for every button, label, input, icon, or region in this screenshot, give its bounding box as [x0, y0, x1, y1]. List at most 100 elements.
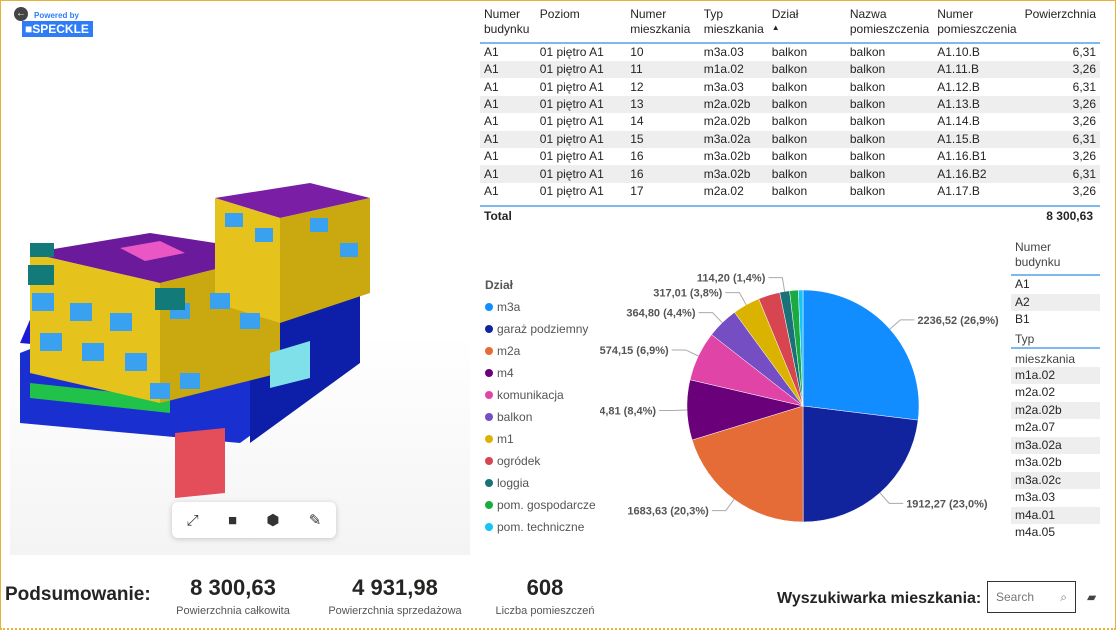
- legend-item[interactable]: m4: [485, 362, 596, 384]
- table-cell: balkon: [849, 114, 886, 129]
- eraser-icon[interactable]: ▰: [1087, 590, 1097, 604]
- table-row[interactable]: A1 01 piętro A1 11 m1a.02 balkon balkon A1.11.…: [480, 61, 1100, 79]
- table-cell: 01 piętro A1: [535, 95, 627, 114]
- data-label: 694,81 (8,4%): [600, 405, 656, 417]
- legend-item[interactable]: balkon: [485, 406, 596, 428]
- data-label: 1683,63 (20,3%): [627, 506, 709, 518]
- table-cell: 3,26: [1020, 61, 1100, 79]
- legend-marker: [485, 501, 493, 509]
- legend-item[interactable]: ogródek: [485, 450, 596, 472]
- legend-item[interactable]: m3a: [485, 296, 596, 318]
- table-row[interactable]: A1 01 piętro A1 15 m3a.02a balkon balkon A1.15…: [480, 130, 1100, 148]
- slicer-item[interactable]: m3a.03: [1015, 490, 1056, 504]
- table-cell: m3a.03: [703, 45, 744, 59]
- table-cell: 11: [626, 61, 700, 79]
- table-row[interactable]: A1 01 piętro A1 16 m3a.02b balkon balkon A1.16…: [480, 148, 1100, 165]
- slicer-item[interactable]: m2a.07: [1015, 420, 1056, 434]
- table-cell: balkon: [771, 183, 808, 198]
- slicer-item[interactable]: m1a.02: [1011, 366, 1100, 384]
- table-cell: A1.13.B: [933, 95, 1021, 114]
- table-cell: A1.17.B: [937, 183, 980, 198]
- table-cell: A1.16.B1: [937, 149, 987, 164]
- data-label: 574,15 (6,9%): [600, 345, 669, 357]
- table-row[interactable]: A1 01 piętro A1 10 m3a.03 balkon balkon A1.10.…: [480, 43, 1100, 61]
- slicer-item[interactable]: B1: [1015, 312, 1030, 326]
- column-header[interactable]: Poziom: [535, 5, 627, 44]
- brush-icon[interactable]: ✎: [308, 512, 322, 529]
- table-row[interactable]: A1 01 piętro A1 12 m3a.03 balkon balkon A1.12.…: [480, 78, 1100, 95]
- legend-label: m1: [497, 432, 514, 446]
- table-cell: A1: [484, 45, 499, 59]
- legend-item[interactable]: m1: [485, 428, 596, 450]
- table-cell: m3a.02b: [699, 165, 768, 183]
- search-placeholder: Search: [996, 590, 1035, 604]
- summary-title: Podsumowanie:: [5, 584, 151, 605]
- table-cell: 13: [626, 95, 700, 114]
- table-row[interactable]: A1 01 piętro A1 16 m3a.02b balkon balkon A1.16…: [480, 165, 1100, 183]
- column-header[interactable]: Nazwa pomieszczenia: [845, 5, 934, 44]
- legend-item[interactable]: garaż podziemny: [485, 318, 596, 340]
- column-header[interactable]: Numer budynku: [480, 5, 536, 44]
- slicer-item[interactable]: m2a.02b: [1011, 401, 1100, 419]
- pie-slice[interactable]: [802, 289, 920, 421]
- total-label: Total: [484, 209, 512, 223]
- legend-label: m4: [497, 366, 514, 380]
- kpi-label: Liczba pomieszczeń: [495, 605, 595, 617]
- slicer-item[interactable]: A2: [1011, 293, 1100, 311]
- table-row[interactable]: A1 01 piętro A1 14 m2a.02b balkon balkon A1.14…: [480, 113, 1100, 130]
- legend-item[interactable]: loggia: [485, 472, 596, 494]
- table-row[interactable]: A1 01 piętro A1 17 m2a.02 balkon balkon A1.17.…: [480, 183, 1100, 200]
- pie-slice[interactable]: [798, 289, 804, 407]
- table-cell: 17: [630, 183, 644, 198]
- slicer-item[interactable]: m4a.05: [1015, 525, 1056, 539]
- expand-icon[interactable]: ⤢: [186, 511, 199, 529]
- type-slicer-title: Typ mieszkania: [1011, 329, 1100, 366]
- legend-label: garaż podziemny: [497, 322, 589, 336]
- table-row[interactable]: A1 01 piętro A1 13 m2a.02b balkon balkon A1.13…: [480, 95, 1100, 114]
- search-input[interactable]: Search ⌕: [987, 581, 1076, 613]
- slicer-item[interactable]: m3a.02c: [1011, 471, 1100, 489]
- legend-marker: [485, 303, 493, 311]
- legend-item[interactable]: komunikacja: [485, 384, 596, 406]
- slicer-item[interactable]: m3a.02a: [1011, 436, 1100, 454]
- table-cell: balkon: [849, 79, 886, 94]
- table-cell: balkon: [845, 130, 934, 148]
- leader-line: [698, 312, 723, 324]
- pie-chart[interactable]: 2236,52 (26,9%) 1912,27 (23,0%) 1683,63 (2…: [600, 260, 1000, 530]
- column-header[interactable]: Powierzchnia: [1020, 5, 1100, 44]
- legend-marker: [485, 347, 493, 355]
- table-cell: 12: [630, 79, 644, 94]
- building-slicer: Numer budynku A1 A2 B1 Typ mieszkania m1a.…: [1011, 240, 1100, 542]
- slicer-item[interactable]: m3a.02b: [1015, 455, 1062, 469]
- column-header[interactable]: Numer pomieszczenia: [933, 5, 1021, 44]
- legend-item[interactable]: m2a: [485, 340, 596, 362]
- leader-line: [889, 319, 915, 330]
- legend-label: pom. techniczne: [497, 520, 585, 534]
- pie-slice[interactable]: [802, 405, 919, 523]
- camera-icon[interactable]: ■: [227, 511, 238, 529]
- table-cell: balkon: [767, 165, 846, 183]
- column-header[interactable]: Typ mieszkania: [699, 5, 768, 44]
- legend-item[interactable]: pom. gospodarcze: [485, 494, 596, 516]
- slicer-item[interactable]: m4a.01: [1011, 506, 1100, 524]
- building-3d-model[interactable]: [10, 3, 470, 555]
- table-cell: m3a.02b: [703, 149, 751, 164]
- speckle-3d-viewer[interactable]: ← Powered by ■SPECKLE ⤢ ■ ⬢ ✎: [10, 3, 470, 555]
- table-cell: balkon: [845, 61, 934, 79]
- slicer-item[interactable]: A1: [1015, 277, 1030, 291]
- pie-slice[interactable]: [691, 405, 804, 523]
- table-cell: A1: [480, 61, 536, 79]
- column-header[interactable]: Numer mieszkania: [626, 5, 700, 44]
- speckle-logo[interactable]: ■SPECKLE: [22, 21, 93, 37]
- table-cell: m2a.02b: [703, 114, 751, 129]
- cube-icon[interactable]: ⬢: [266, 512, 280, 529]
- arrow-left-circle-icon[interactable]: ←: [14, 7, 28, 21]
- legend-item[interactable]: pom. techniczne: [485, 516, 596, 538]
- table-cell: 01 piętro A1: [539, 45, 604, 59]
- search-icon[interactable]: ⌕: [1060, 589, 1067, 604]
- data-label: 1912,27 (23,0%): [906, 498, 988, 510]
- slicer-item[interactable]: m2a.02: [1015, 385, 1056, 399]
- column-header[interactable]: Dział ▲: [767, 5, 846, 44]
- total-value: 8 300,63: [1046, 209, 1093, 223]
- kpi-value: 608: [526, 575, 564, 600]
